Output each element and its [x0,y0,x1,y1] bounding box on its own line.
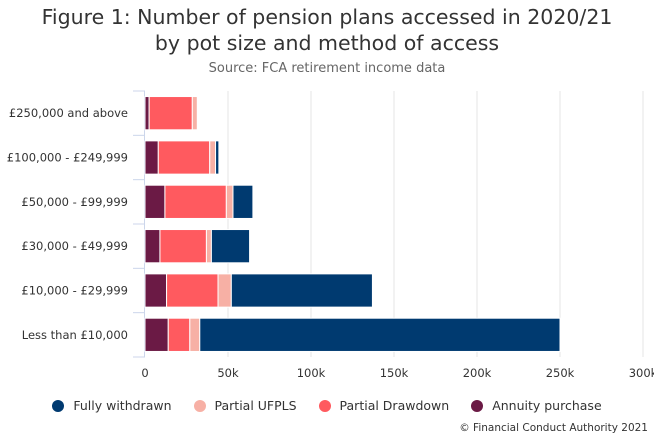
y-category-label: £50,000 - £99,999 [21,195,128,209]
bar-segment-annuity-purchase[interactable] [144,273,168,308]
legend-label: Fully withdrawn [73,398,172,413]
bar-segment-fully-withdrawn[interactable] [230,273,373,308]
x-tick-label: 50k [217,366,239,380]
legend-item-partial-drawdown[interactable]: Partial Drawdown [318,398,450,413]
chart-title-line-2: by pot size and method of access [154,31,500,55]
bar-segment-fully-withdrawn[interactable] [210,229,251,264]
bar-segment-partial-ufpls[interactable] [189,317,201,352]
bar-segment-annuity-purchase[interactable] [144,229,161,264]
legend-label: Partial Drawdown [339,398,450,413]
x-axis-ticks: 0 50k 100k 150k 200k 250k 300k [141,366,654,380]
bar-segment-partial-ufpls[interactable] [217,273,232,308]
bar-segment-fully-withdrawn[interactable] [215,140,220,175]
chart-subtitle: Source: FCA retirement income data [208,61,446,76]
legend-marker-icon [52,399,65,412]
bar-segment-annuity-purchase[interactable] [144,317,169,352]
bar-segment-partial-drawdown[interactable] [148,96,193,131]
bar-segment-partial-drawdown[interactable] [157,140,211,175]
x-tick-label: 300k [629,366,654,380]
legend-label: Annuity purchase [492,398,602,413]
x-tick-label: 250k [546,366,575,380]
x-tick-label: 200k [463,366,492,380]
bar-segment-fully-withdrawn[interactable] [199,317,561,352]
y-axis-labels: £250,000 and above £100,000 - £249,999 £50… [7,106,128,342]
bar-segment-partial-drawdown[interactable] [166,273,219,308]
x-tick-label: 150k [380,366,409,380]
legend-marker-icon [318,399,331,412]
legend-label: Partial UFPLS [214,398,297,413]
bars [144,96,561,352]
legend-item-annuity-purchase[interactable]: Annuity purchase [471,398,602,413]
legend-item-partial-ufpls[interactable]: Partial UFPLS [193,398,297,413]
y-category-label: £250,000 and above [9,106,128,120]
x-tick-label: 0 [141,366,148,380]
y-category-label: £30,000 - £49,999 [21,239,128,253]
bar-segment-partial-drawdown[interactable] [159,229,207,264]
bar-segment-partial-drawdown[interactable] [167,317,191,352]
bar-segment-annuity-purchase[interactable] [144,184,166,219]
bar-segment-partial-ufpls[interactable] [209,140,217,175]
chart-title-line-1: Figure 1: Number of pension plans access… [41,5,613,29]
bar-segment-partial-ufpls[interactable] [205,229,212,264]
bar-segment-annuity-purchase[interactable] [144,140,159,175]
bar-segment-partial-ufpls[interactable] [191,96,198,131]
bar-segment-fully-withdrawn[interactable] [232,184,254,219]
y-axis [133,90,145,358]
y-category-label: £10,000 - £29,999 [21,284,128,298]
legend-marker-icon [193,399,206,412]
bar-segment-partial-drawdown[interactable] [164,184,227,219]
legend: Fully withdrawn Partial UFPLS Partial Dr… [0,398,654,413]
copyright-credit: © Financial Conduct Authority 2021 [459,422,648,434]
chart-title: Figure 1: Number of pension plans access… [0,4,654,56]
bar-segment-annuity-purchase[interactable] [144,96,150,131]
legend-marker-icon [471,399,484,412]
bar-segment-partial-ufpls[interactable] [225,184,234,219]
legend-item-fully-withdrawn[interactable]: Fully withdrawn [52,398,172,413]
y-category-label: Less than £10,000 [22,328,128,342]
y-category-label: £100,000 - £249,999 [7,151,128,165]
gridlines [227,91,644,357]
x-tick-label: 100k [297,366,326,380]
